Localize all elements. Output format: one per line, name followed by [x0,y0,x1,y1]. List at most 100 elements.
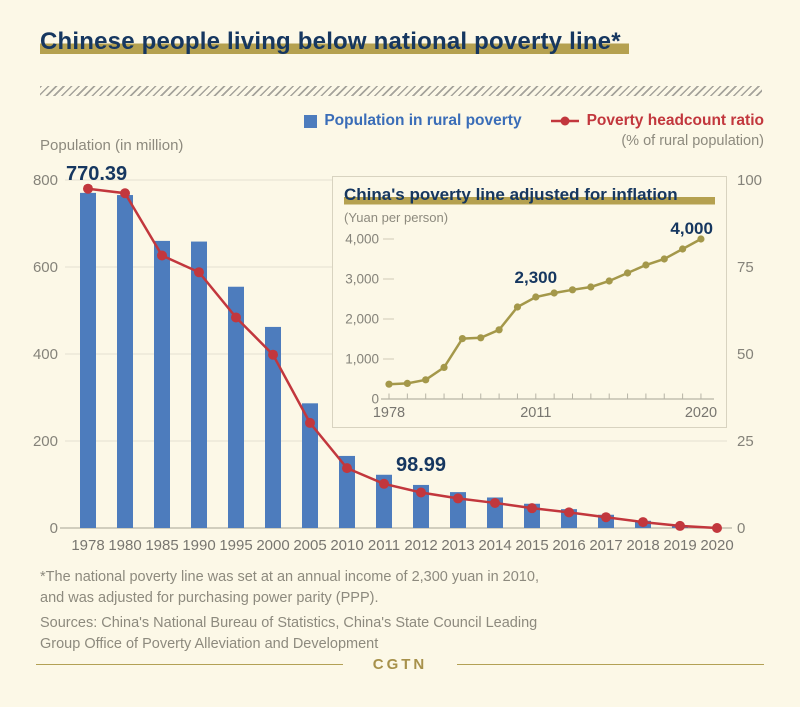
ratio-dot-1985 [157,250,167,261]
x-tick-2020: 2020 [700,537,733,554]
inset-annotation-2020: 4,000 [670,219,713,238]
x-tick-2005: 2005 [293,537,326,554]
hatch-divider [40,86,762,96]
ratio-dot-1978 [83,183,93,194]
bar-2005 [302,403,318,528]
bar-2000 [265,326,281,528]
poverty-line-dot-2018 [660,255,668,263]
ratio-dot-2014 [490,497,500,508]
poverty-line-dot-2012 [550,289,558,297]
inset-title: China's poverty line adjusted for inflat… [344,185,715,205]
inset-chart-box: China's poverty line adjusted for inflat… [332,176,727,428]
bar-1978 [80,192,96,528]
line-dot-icon [550,116,579,126]
sources: Sources: China's National Bureau of Stat… [40,613,537,654]
inset-y-tick: 2,000 [345,312,379,327]
left-axis-tick: 600 [33,259,58,276]
x-tick-2014: 2014 [478,537,511,554]
right-axis-tick: 50 [737,346,754,363]
poverty-line-dot-2005 [495,326,503,334]
ratio-dot-2018 [638,517,648,528]
legend-bars-label: Population in rural poverty [324,112,522,129]
inset-annotation-2011: 2,300 [515,268,558,287]
poverty-line-dot-2020 [697,235,705,243]
inset-x-tick-2011: 2011 [520,405,551,421]
inset-y-tick: 3,000 [345,272,379,287]
x-tick-1980: 1980 [108,537,141,554]
footnote: *The national poverty line was set at an… [40,567,539,608]
page-title-text: Chinese people living below national pov… [40,28,629,55]
x-tick-2013: 2013 [441,537,474,554]
poverty-line-series [388,237,702,386]
legend-row: Population in rural poverty Poverty head… [304,112,764,130]
brand-footer: CGTN [36,656,764,673]
poverty-line-dot-2000 [477,334,485,342]
footnote-line-1: *The national poverty line was set at an… [40,569,539,585]
left-axis-tick: 0 [50,520,58,537]
poverty-line-dot-1995 [458,335,466,343]
x-tick-2012: 2012 [404,537,437,554]
legend-line-label: Poverty headcount ratio [586,112,764,129]
x-tick-2011: 2011 [368,537,400,554]
poverty-line-dot-2010 [513,303,522,311]
poverty-line-dot-1990 [440,363,448,371]
ratio-dot-2017 [601,512,611,523]
x-tick-1995: 1995 [219,537,252,554]
annotation-2012: 98.99 [396,454,446,476]
poverty-line-dot-2019 [679,245,687,253]
bar-1995 [228,286,244,528]
poverty-line-dot-1980 [403,379,411,387]
ratio-dot-2012 [416,487,426,498]
ratio-dot-2011 [379,478,389,489]
ratio-dot-2016 [564,507,574,518]
inset-y-tick: 4,000 [345,232,379,247]
footnote-line-2: and was adjusted for purchasing power pa… [40,589,379,606]
poverty-line-dot-2017 [642,261,650,269]
x-tick-2010: 2010 [330,537,363,554]
brand-rule-right [457,664,764,665]
x-tick-1990: 1990 [182,537,215,554]
bar-2012 [413,484,429,528]
bar-1990 [191,241,207,528]
x-tick-2000: 2000 [256,537,289,554]
ratio-dot-1990 [194,267,204,278]
page-title: Chinese people living below national pov… [40,28,629,56]
x-tick-2015: 2015 [515,537,548,554]
bar-2010 [339,455,355,528]
ratio-dot-2005 [305,417,315,428]
poverty-line-dot-2013 [568,286,577,294]
inset-x-tick-1978: 1978 [373,405,405,421]
ratio-dot-1995 [231,312,241,323]
legend-item-line: Poverty headcount ratio [550,112,764,130]
headcount-ratio-line [87,187,718,530]
inset-y-tick: 0 [371,392,379,407]
x-tick-2019: 2019 [663,537,696,554]
bar-1985 [154,240,170,528]
x-tick-1978: 1978 [71,537,104,554]
ratio-dot-2015 [527,503,537,514]
sources-line-2: Group Office of Poverty Alleviation and … [40,635,379,652]
bar-swatch-icon [304,114,318,128]
poverty-line-dot-2016 [623,269,632,277]
x-tick-2017: 2017 [589,537,622,554]
ratio-dot-2010 [342,463,352,474]
ratio-dot-1980 [120,188,130,199]
left-axis-tick: 400 [33,346,58,363]
ratio-dot-2019 [675,520,685,531]
x-tick-1985: 1985 [145,537,178,554]
legend-item-bars: Population in rural poverty [304,112,522,130]
inset-unit-label: (Yuan per person) [344,210,449,225]
brand-logo: CGTN [372,656,428,673]
legend: Population in rural poverty Poverty head… [304,112,764,149]
bar-2011 [376,474,392,528]
left-axis-tick: 800 [33,172,58,189]
left-axis-tick: 200 [33,433,58,450]
bar-1980 [117,195,133,528]
poverty-line-dot-1985 [422,376,430,384]
inset-x-tick-2020: 2020 [685,405,717,421]
sources-line-1: Sources: China's National Bureau of Stat… [40,615,538,631]
poverty-line-dot-2015 [605,277,613,285]
x-tick-2018: 2018 [626,537,659,554]
right-axis-unit-label: (% of rural population) [621,133,764,149]
